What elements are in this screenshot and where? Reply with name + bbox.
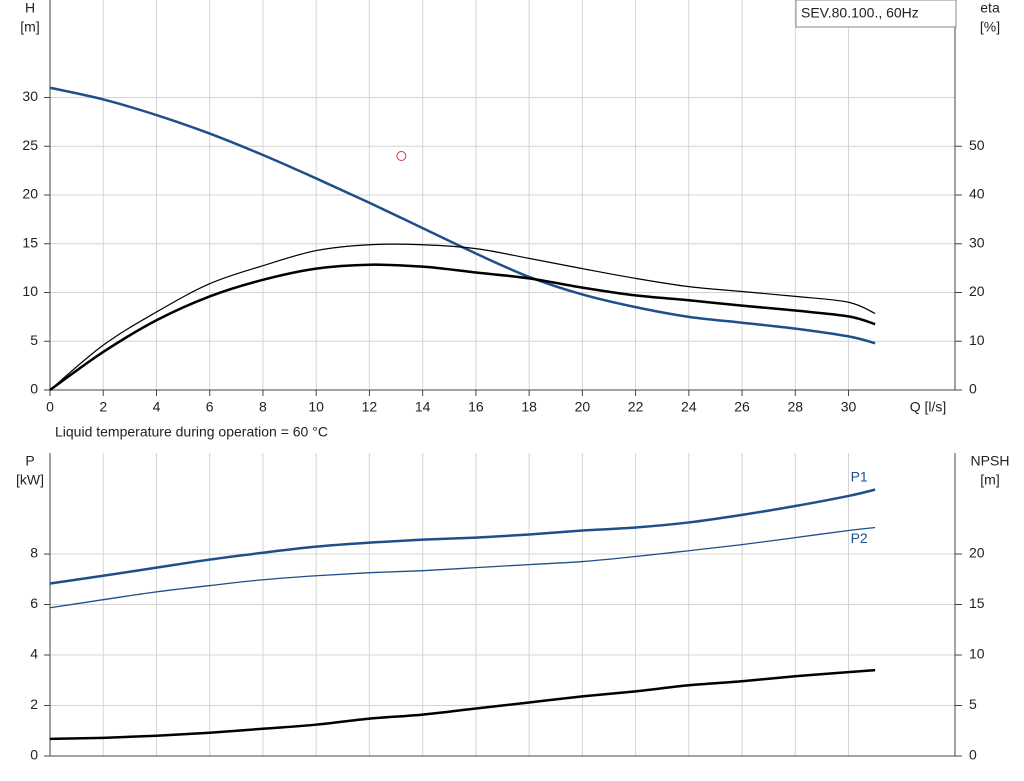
x-tick-label: 10 (308, 399, 324, 415)
info-box (795, 0, 957, 28)
y2-tick-label: 0 (969, 381, 977, 397)
curve (49, 668, 876, 741)
y2-tick-label: 5 (969, 696, 977, 712)
curve (49, 243, 876, 391)
curve (49, 86, 876, 345)
x-tick-label: 12 (362, 399, 378, 415)
y-tick-label: 4 (30, 646, 38, 662)
y2-tick-label: 20 (969, 545, 985, 561)
x-tick-label: 2 (99, 399, 107, 415)
y-axis-unit: [kW] (16, 472, 44, 488)
x-tick-label: 30 (841, 399, 857, 415)
x-axis-label: Q [l/s] (910, 399, 947, 415)
y2-axis-label: eta (980, 0, 1000, 16)
x-tick-label: 26 (734, 399, 750, 415)
x-tick-label: 6 (206, 399, 214, 415)
y2-axis-unit: [%] (980, 19, 1000, 35)
curve (49, 263, 876, 392)
x-tick-label: 22 (628, 399, 644, 415)
y-tick-label: 10 (22, 283, 38, 299)
y2-tick-label: 50 (969, 137, 985, 153)
curve (49, 526, 876, 609)
x-tick-label: 4 (153, 399, 161, 415)
operating-point (396, 151, 407, 161)
y-axis-unit: [m] (20, 19, 39, 35)
y-tick-label: 6 (30, 595, 38, 611)
y-tick-label: 2 (30, 696, 38, 712)
y-tick-label: 8 (30, 545, 38, 561)
y-axis-label: H (25, 0, 35, 16)
y2-tick-label: 40 (969, 186, 985, 202)
curve (49, 488, 876, 585)
y2-tick-label: 30 (969, 234, 985, 250)
y-tick-label: 15 (22, 234, 38, 250)
x-tick-label: 28 (788, 399, 804, 415)
x-tick-label: 0 (46, 399, 54, 415)
x-tick-label: 8 (259, 399, 267, 415)
y-tick-label: 5 (30, 332, 38, 348)
y-tick-label: 0 (30, 381, 38, 397)
y-tick-label: 25 (22, 137, 38, 153)
y-tick-label: 20 (22, 186, 38, 202)
y-tick-label: 30 (22, 88, 38, 104)
y-axis-label: P (25, 453, 34, 469)
x-tick-label: 14 (415, 399, 431, 415)
y2-axis-label: NPSH (971, 453, 1010, 469)
x-tick-label: 18 (521, 399, 537, 415)
x-tick-label: 16 (468, 399, 484, 415)
x-tick-label: 24 (681, 399, 697, 415)
y-tick-label: 0 (30, 747, 38, 763)
y2-tick-label: 15 (969, 595, 985, 611)
y2-axis-unit: [m] (980, 472, 999, 488)
curve-label: P1 (851, 468, 868, 484)
info-text: SEV.80.100., 60Hz (801, 5, 919, 21)
y2-tick-label: 20 (969, 283, 985, 299)
y2-tick-label: 0 (969, 747, 977, 763)
note: Liquid temperature during operation = 60… (55, 424, 328, 440)
y2-tick-label: 10 (969, 332, 985, 348)
y2-tick-label: 10 (969, 646, 985, 662)
x-tick-label: 20 (575, 399, 591, 415)
curve-label: P2 (851, 530, 868, 546)
